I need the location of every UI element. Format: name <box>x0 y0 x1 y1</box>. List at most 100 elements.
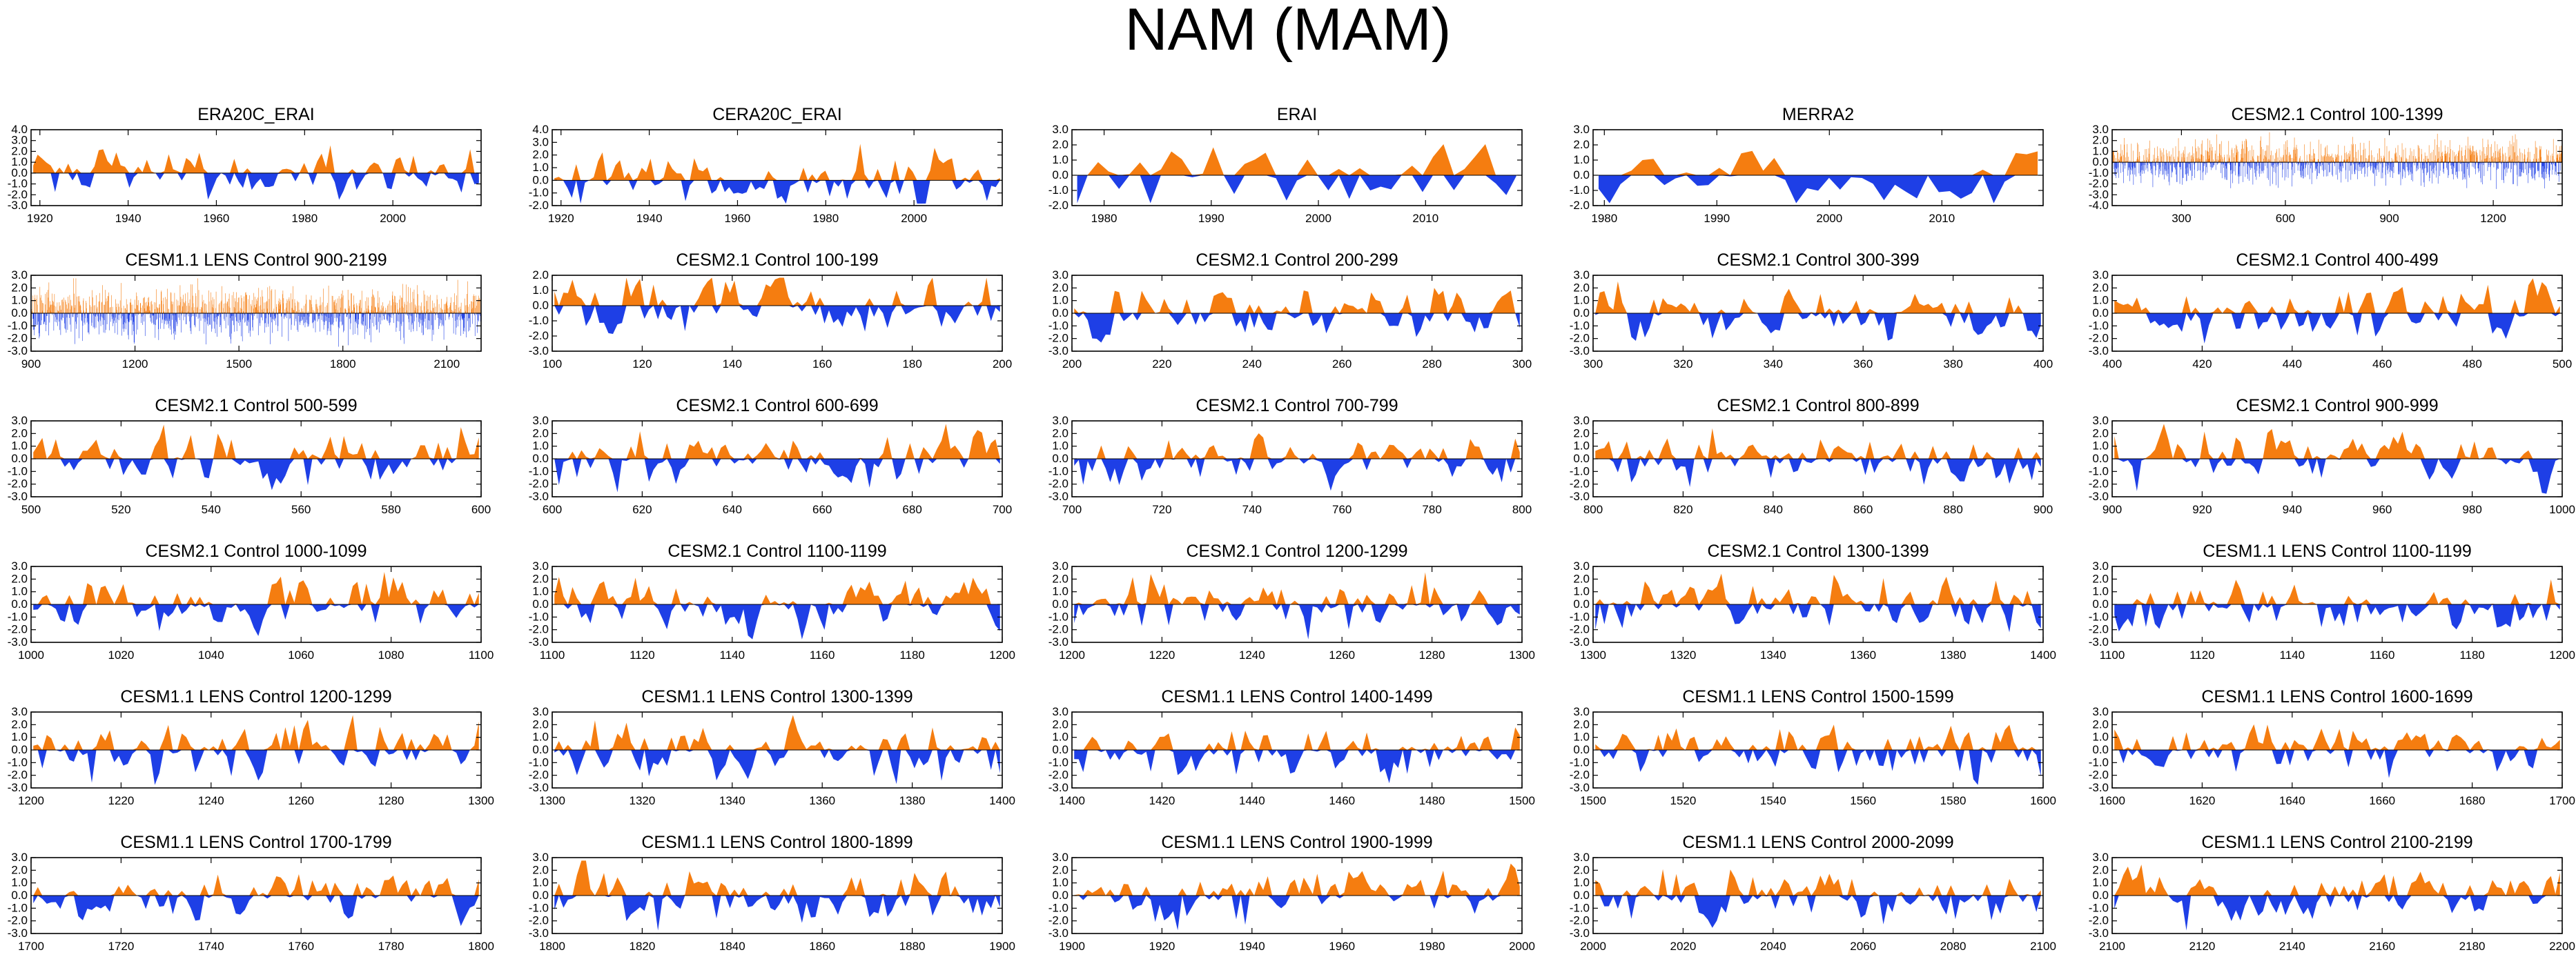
x-tick-label: 1180 <box>899 649 925 662</box>
negative-area <box>2114 459 2560 494</box>
y-tick-label: -3.0 <box>2089 781 2109 794</box>
x-tick-label: 600 <box>471 503 491 516</box>
x-tick-label: 1100 <box>540 649 565 662</box>
x-tick-label: 1780 <box>378 940 404 953</box>
x-tick-label: 1740 <box>198 940 224 953</box>
panel-title: CESM2.1 Control 1300-1399 <box>1707 542 1929 561</box>
positive-area <box>1595 428 2041 459</box>
y-tick-label: -1.0 <box>8 901 28 914</box>
negative-area <box>2114 604 2560 632</box>
panel-title: CESM1.1 LENS Control 1300-1399 <box>641 687 913 707</box>
x-tick-label: 1720 <box>108 940 134 953</box>
x-tick-label: 860 <box>1853 503 1873 516</box>
y-tick-label: -1.0 <box>529 464 549 477</box>
y-tick-label: 3.0 <box>1573 414 1590 427</box>
panel-29: CESM1.1 LENS Control 2000-2099 3.02.01.00… <box>1570 833 2056 953</box>
y-tick-label: 2.0 <box>1052 138 1069 151</box>
panel-title: CESM2.1 Control 800-899 <box>1717 396 1919 415</box>
panel-24: CESM1.1 LENS Control 1500-1599 3.02.01.00… <box>1570 687 2056 807</box>
y-tick-label: 0.0 <box>11 743 28 756</box>
positive-area <box>554 715 1000 750</box>
negative-area <box>1595 604 2041 633</box>
y-tick-label: 3.0 <box>1573 705 1590 718</box>
x-tick-label: 1940 <box>115 212 142 225</box>
x-tick-label: 1800 <box>539 940 565 953</box>
panel-title: ERAI <box>1277 105 1317 124</box>
panel-8: CESM2.1 Control 200-2993.02.01.00.0-1.0-… <box>1048 250 1532 371</box>
negative-area <box>1077 175 1517 204</box>
panel-title: CESM1.1 LENS Control 1800-1899 <box>641 833 913 852</box>
y-tick-label: -1.0 <box>1570 319 1590 332</box>
panel-title: CESM1.1 LENS Control 1100-1199 <box>2203 542 2472 561</box>
y-tick-label: 1.0 <box>11 155 28 168</box>
y-tick-label: 0.0 <box>532 173 549 186</box>
y-tick-label: 0.0 <box>532 299 549 312</box>
x-tick-label: 1340 <box>1760 649 1786 662</box>
y-tick-label: 0.0 <box>2092 306 2109 319</box>
panel-26: CESM1.1 LENS Control 1700-1799 3.02.01.00… <box>8 833 494 953</box>
panel-title: MERRA2 <box>1782 105 1854 124</box>
y-tick-label: 2.0 <box>11 144 28 157</box>
y-tick-label: -2.0 <box>8 477 28 491</box>
x-tick-label: 1200 <box>122 357 148 371</box>
x-tick-label: 660 <box>812 503 832 516</box>
y-tick-label: 0.0 <box>1573 306 1590 319</box>
y-tick-label: 2.0 <box>2092 572 2109 585</box>
x-tick-label: 600 <box>543 503 562 516</box>
negative-area <box>1074 750 1520 784</box>
x-tick-label: 2160 <box>2369 940 2395 953</box>
x-tick-label: 1080 <box>378 649 404 662</box>
y-tick-label: -3.0 <box>8 781 28 794</box>
y-tick-label: -3.0 <box>8 199 28 212</box>
x-tick-label: 1860 <box>809 940 835 953</box>
x-tick-label: 1120 <box>2189 649 2215 662</box>
y-tick-label: -2.0 <box>529 199 549 212</box>
y-tick-label: 4.0 <box>532 123 549 136</box>
x-tick-label: 700 <box>1062 503 1082 516</box>
panel-title: CESM2.1 Control 900-999 <box>2236 396 2438 415</box>
x-tick-label: 1560 <box>1850 794 1876 807</box>
x-tick-label: 300 <box>1512 357 1532 371</box>
figure-title: NAM (MAM) <box>1124 0 1452 63</box>
y-tick-label: 3.0 <box>2092 414 2109 427</box>
x-tick-label: 960 <box>2372 503 2392 516</box>
x-tick-label: 1300 <box>468 794 494 807</box>
y-tick-label: 0.0 <box>1573 597 1590 611</box>
x-tick-label: 1600 <box>2030 794 2056 807</box>
x-tick-label: 240 <box>1242 357 1262 371</box>
y-tick-label: 2.0 <box>1573 426 1590 439</box>
x-tick-label: 1420 <box>1149 794 1175 807</box>
x-tick-label: 1320 <box>1670 649 1696 662</box>
y-tick-label: 2.0 <box>532 572 549 585</box>
y-tick-label: -2.0 <box>2089 623 2109 636</box>
x-tick-label: 1500 <box>1509 794 1535 807</box>
panel-title: CESM2.1 Control 500-599 <box>155 396 357 415</box>
y-tick-label: 2.0 <box>532 268 549 281</box>
negative-area <box>554 459 1000 493</box>
y-tick-label: -2.0 <box>1048 477 1069 491</box>
y-tick-label: 1.0 <box>1052 585 1069 598</box>
panel-title: CESM1.1 LENS Control 2100-2199 <box>2201 833 2472 852</box>
panel-title: CESM2.1 Control 1000-1099 <box>145 542 367 561</box>
positive-area <box>33 715 479 750</box>
x-tick-label: 940 <box>2283 503 2302 516</box>
x-tick-label: 800 <box>1512 503 1532 516</box>
y-tick-label: 0.0 <box>532 743 549 756</box>
y-tick-label: 1.0 <box>532 439 549 453</box>
x-tick-label: 2120 <box>2189 940 2215 953</box>
y-tick-label: 2.0 <box>11 426 28 439</box>
x-tick-label: 1340 <box>719 794 745 807</box>
x-tick-label: 2100 <box>2030 940 2056 953</box>
y-tick-label: -3.0 <box>529 490 549 503</box>
y-tick-label: -2.0 <box>8 188 28 201</box>
y-tick-label: 0.0 <box>1052 743 1069 756</box>
x-tick-label: 1520 <box>1670 794 1696 807</box>
y-tick-label: -1.0 <box>8 177 28 190</box>
negative-area <box>33 172 479 200</box>
panel-title: CESM2.1 Control 600-699 <box>676 396 878 415</box>
x-tick-label: 480 <box>2462 357 2481 371</box>
x-tick-label: 1990 <box>1704 212 1730 225</box>
x-tick-label: 900 <box>21 357 41 371</box>
y-tick-label: 0.0 <box>532 889 549 902</box>
y-tick-label: 2.0 <box>1052 863 1069 876</box>
